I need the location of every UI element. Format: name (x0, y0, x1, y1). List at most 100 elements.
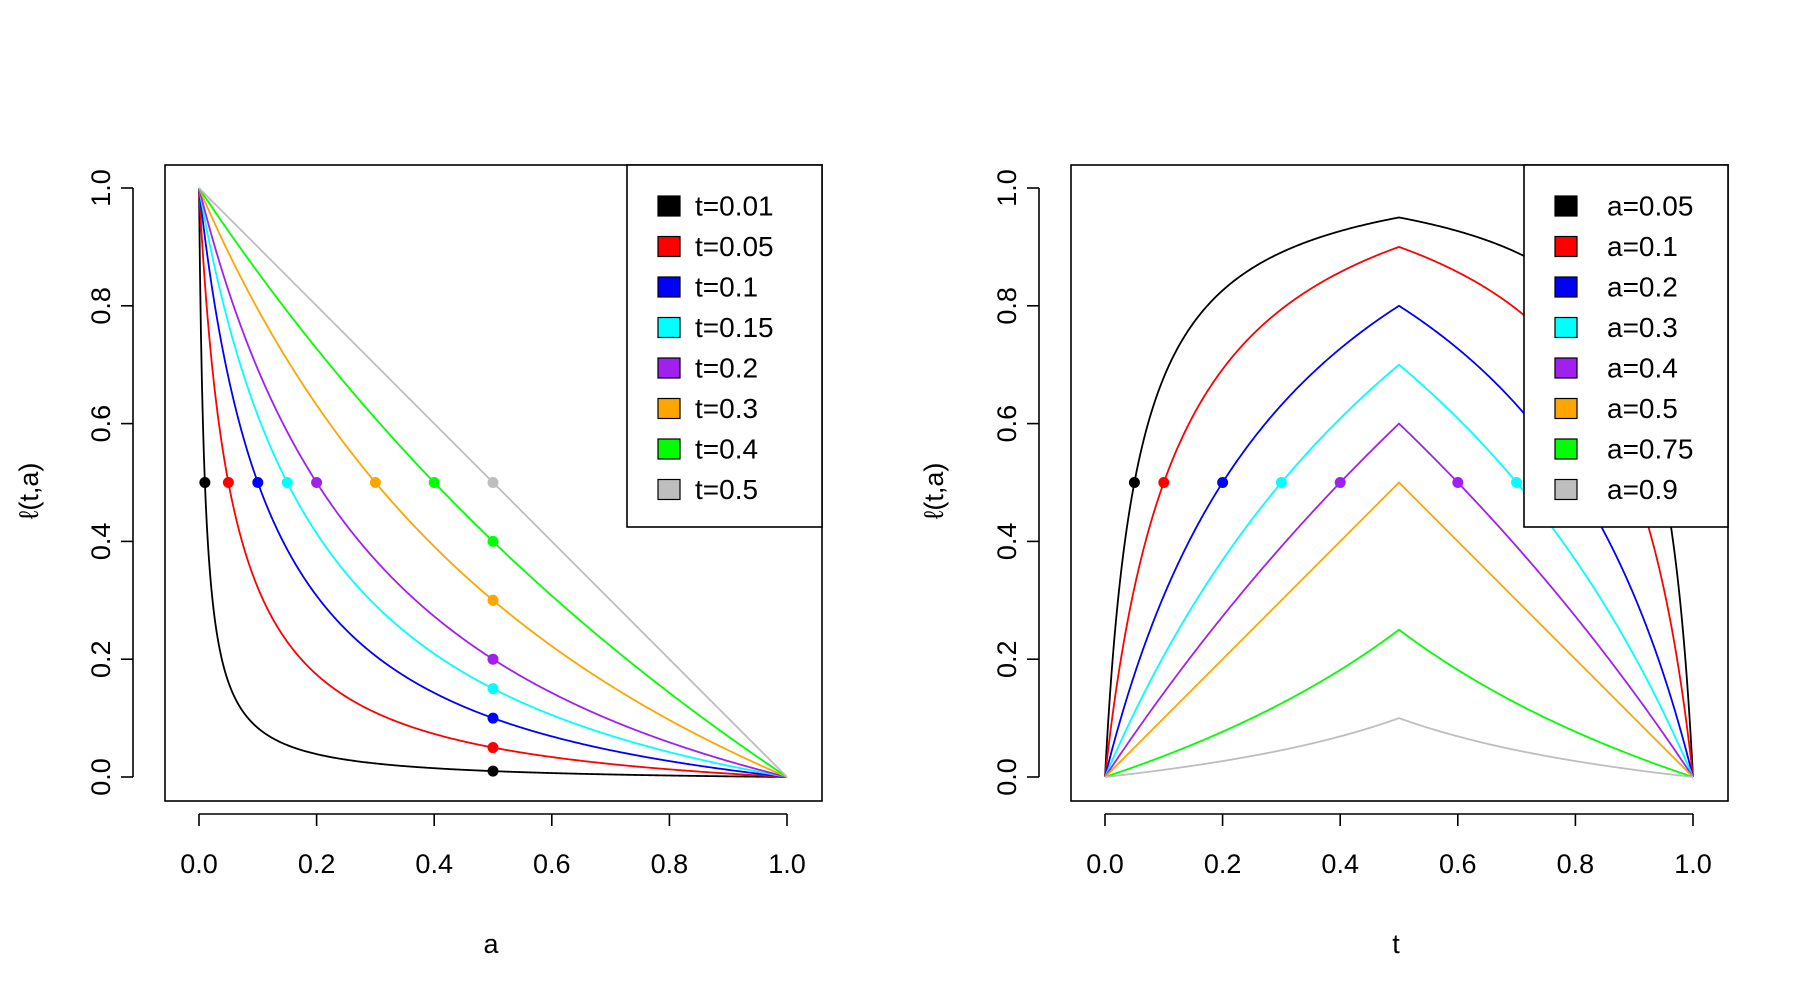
legend-label: t=0.01 (695, 191, 774, 222)
legend-label: a=0.4 (1607, 353, 1678, 384)
series-marker-t=0.05 (487, 742, 499, 754)
legend-swatch (1554, 478, 1578, 501)
y-tick-label: 1.0 (86, 169, 116, 207)
legend-label: a=0.05 (1607, 191, 1693, 222)
y-tick-label: 0.8 (86, 287, 116, 325)
series-line-a=0.3 (1104, 363, 1694, 778)
x-tick-label: 1.0 (1674, 849, 1712, 879)
legend-swatch (657, 357, 681, 379)
legend-label: t=0.05 (695, 231, 774, 262)
legend-label: a=0.1 (1607, 231, 1678, 262)
left-y-axis: 0.0 0.2 0.4 0.6 0.8 1.0 (86, 169, 134, 796)
legend-label: t=0.4 (695, 434, 758, 465)
legend-label: t=0.5 (695, 474, 758, 505)
legend-label: a=0.9 (1607, 474, 1678, 505)
left-legend: t=0.01 t=0.05 t=0.1 t=0.15 t=0.2 t=0.3 t=0.4 t=… (626, 164, 823, 528)
y-tick-label: 0.4 (992, 523, 1022, 561)
y-tick-label: 0.2 (992, 640, 1022, 678)
y-tick-label: 0.0 (992, 758, 1022, 796)
left-markers (199, 477, 499, 777)
x-tick-label: 0.2 (1204, 849, 1242, 879)
left-panel: 0.0 0.2 0.4 0.6 0.8 1.0 0.00.20.40.60.81.0 a … (14, 164, 823, 959)
legend-swatch (1554, 316, 1578, 339)
x-tick-label: 0.8 (651, 849, 689, 879)
series-marker-t=0.01 (199, 477, 211, 488)
right-y-axis: 0.0 0.2 0.4 0.6 0.8 1.0 (992, 169, 1040, 796)
right-legend: a=0.05 a=0.1 a=0.2 a=0.3 a=0.4 a=0.5 a=0.75 a=0… (1523, 164, 1729, 528)
series-marker-t=0.4 (487, 535, 499, 547)
legend-swatch (657, 397, 681, 420)
legend-swatch (1554, 195, 1578, 217)
y-tick-label: 0.4 (86, 523, 116, 561)
x-tick-label: 0.2 (298, 849, 336, 879)
x-tick-label: 0.0 (180, 849, 218, 879)
right-x-axis-title: t (1392, 929, 1400, 959)
legend-label: t=0.2 (695, 353, 758, 384)
y-tick-label: 0.2 (86, 640, 116, 678)
legend-swatch (657, 195, 681, 217)
x-tick-label: 0.8 (1557, 849, 1595, 879)
legend-label: a=0.3 (1607, 312, 1678, 343)
x-tick-label: 0.4 (1321, 849, 1359, 879)
legend-swatch (1554, 357, 1578, 379)
series-line-a=0.9 (1104, 717, 1694, 778)
legend-box (626, 164, 823, 528)
legend-swatch (1554, 276, 1578, 298)
left-y-axis-title: ℓ(t,a) (14, 463, 44, 520)
x-tick-label: 0.4 (415, 849, 453, 879)
series-marker-a=0.4 (1452, 477, 1464, 488)
legend-label: a=0.5 (1607, 393, 1678, 424)
series-marker-a=0.2 (1217, 477, 1229, 488)
legend-swatch (657, 235, 681, 258)
series-marker-a=0.05 (1128, 477, 1140, 488)
series-marker-t=0.3 (369, 477, 381, 488)
x-tick-label: 0.6 (1439, 849, 1477, 879)
series-marker-a=0.4 (1334, 477, 1346, 488)
legend-label: a=0.2 (1607, 272, 1678, 303)
series-marker-t=0.05 (222, 477, 234, 488)
series-marker-t=0.1 (487, 712, 499, 724)
legend-swatch (1554, 235, 1578, 258)
series-marker-t=0.15 (281, 477, 293, 488)
legend-box (1523, 164, 1729, 528)
right-x-axis: 0.0 0.2 0.4 0.6 0.8 1.0 (1086, 813, 1712, 879)
y-tick-label: 0.0 (86, 758, 116, 796)
series-line-a=0.75 (1104, 628, 1694, 778)
series-marker-a=0.3 (1511, 477, 1523, 488)
series-marker-t=0.2 (311, 477, 323, 488)
x-tick-label: 0.6 (533, 849, 571, 879)
y-tick-label: 0.6 (86, 405, 116, 443)
right-panel: 0.0 0.2 0.4 0.6 0.8 1.0 0.00.20.40.60.81.0 t … (919, 164, 1729, 959)
legend-swatch (657, 478, 681, 501)
legend-swatch (657, 438, 681, 460)
left-x-axis-title: a (483, 929, 499, 959)
legend-swatch (1554, 397, 1578, 420)
legend-label: t=0.15 (695, 312, 774, 343)
series-marker-t=0.15 (487, 683, 499, 695)
legend-swatch (1554, 438, 1578, 460)
series-marker-t=0.3 (487, 594, 499, 606)
series-marker-t=0.5 (487, 477, 499, 488)
y-tick-label: 1.0 (992, 169, 1022, 207)
y-tick-label: 0.8 (992, 287, 1022, 325)
series-marker-t=0.2 (487, 653, 499, 665)
x-tick-label: 1.0 (768, 849, 806, 879)
legend-label: a=0.75 (1607, 434, 1693, 465)
series-marker-t=0.01 (487, 765, 499, 777)
series-marker-a=0.3 (1275, 477, 1287, 488)
right-y-axis-title: ℓ(t,a) (919, 463, 949, 520)
legend-label: t=0.1 (695, 272, 758, 303)
series-marker-t=0.4 (428, 477, 440, 488)
series-marker-t=0.1 (252, 477, 264, 488)
legend-swatch (657, 276, 681, 298)
y-tick-label: 0.6 (992, 405, 1022, 443)
legend-swatch (657, 316, 681, 339)
series-marker-a=0.1 (1158, 477, 1170, 488)
series-line-a=0.5 (1104, 481, 1694, 778)
legend-label: t=0.3 (695, 393, 758, 424)
left-x-axis: 0.0 0.2 0.4 0.6 0.8 1.0 (180, 813, 806, 879)
x-tick-label: 0.0 (1086, 849, 1124, 879)
series-line-a=0.4 (1104, 422, 1694, 778)
